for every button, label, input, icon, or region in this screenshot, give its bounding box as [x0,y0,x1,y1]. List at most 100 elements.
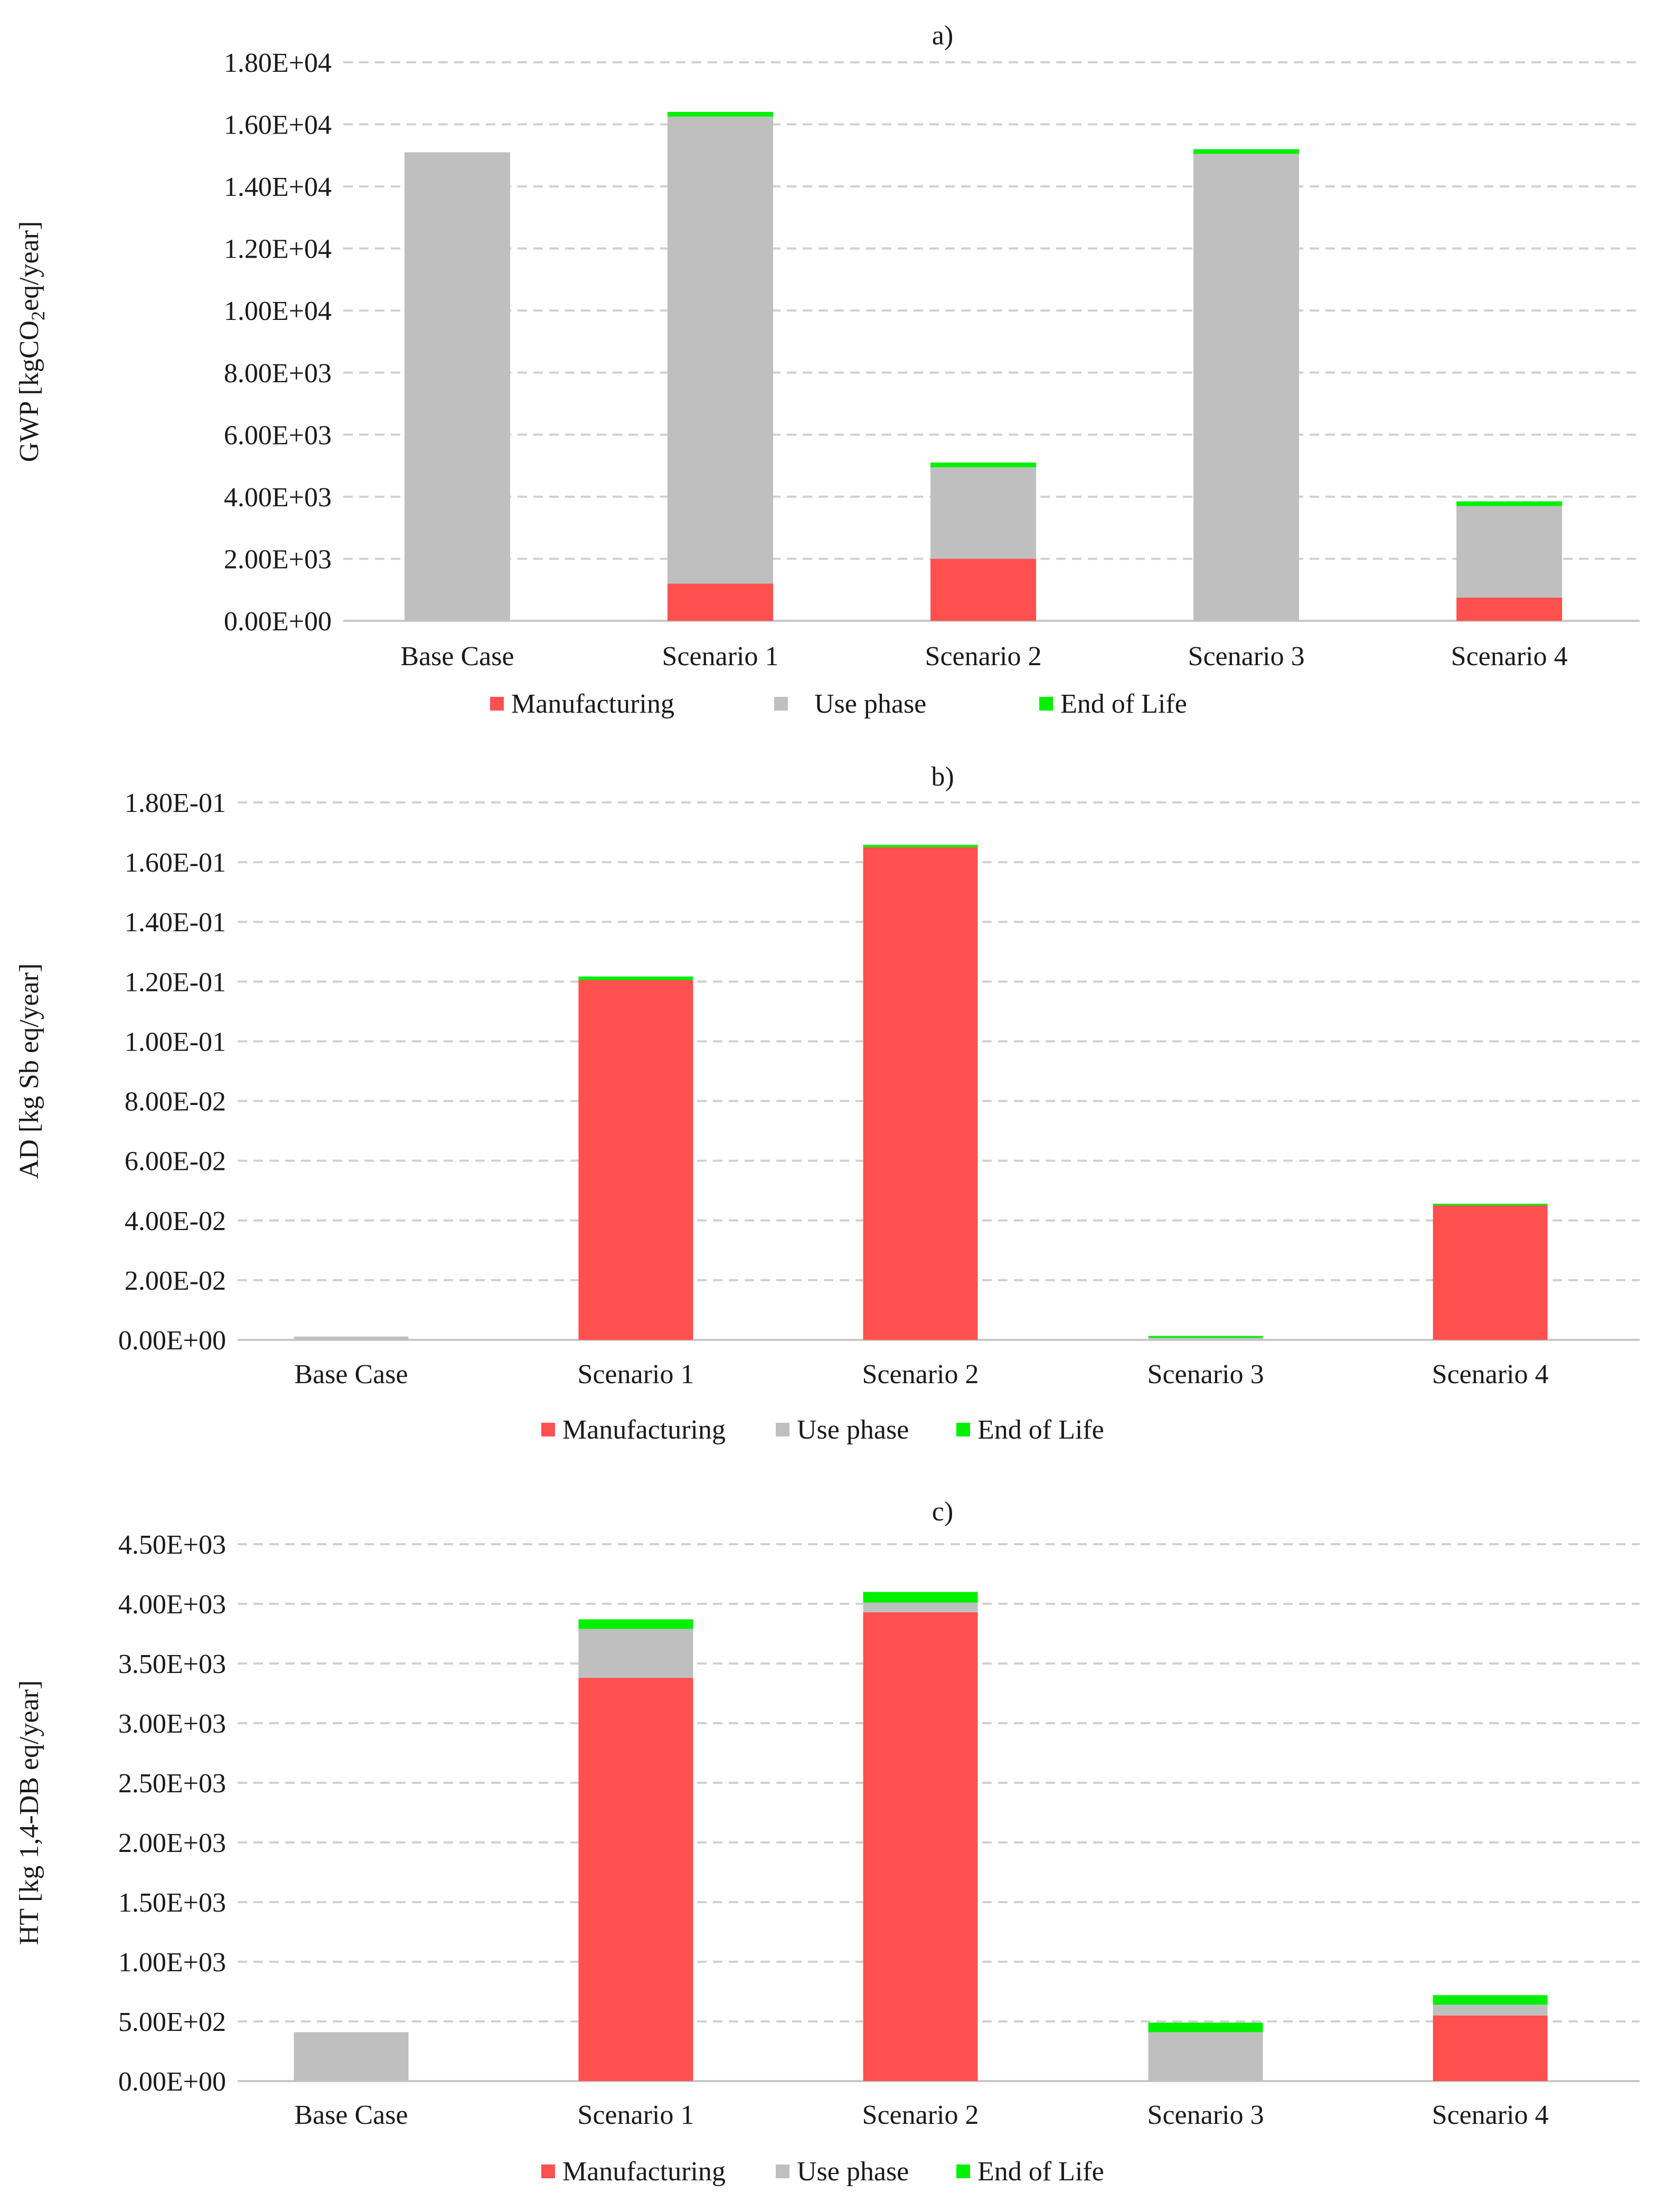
bar-manufacturing [578,1678,693,2081]
legend-label: Manufacturing [562,1415,726,1445]
y-tick-label: 1.20E+04 [224,234,332,264]
legend-swatch-end-of-life [956,2164,970,2178]
legend-label: Use phase [814,689,926,719]
chart-title: b) [931,762,954,792]
bar-manufacturing [667,583,773,621]
bar-end-of-life [863,845,978,847]
y-tick-label: 5.00E+02 [118,2007,226,2037]
x-tick-label: Scenario 4 [1432,2100,1549,2130]
y-tick-label: 0.00E+00 [118,1326,226,1356]
x-tick-label: Scenario 2 [862,1359,979,1389]
y-tick-label: 3.00E+03 [118,1709,226,1739]
bar-use-phase [667,116,773,584]
chart-panel-2: b) 0.00E+00 2.00E-02 4.00E-02 6.00E-02 8.00E-… [14,762,1640,1445]
y-tick-label: 8.00E-02 [125,1087,226,1117]
legend-swatch-end-of-life [956,1423,970,1436]
bar-use-phase [1148,1338,1263,1340]
legend-swatch-use-phase [776,1423,789,1436]
y-axis-label: GWP [kgCO2eq/year] [14,221,49,462]
bar-use-phase [578,1629,693,1678]
x-tick-label: Scenario 1 [578,1359,694,1389]
x-tick-label: Base Case [294,1359,408,1389]
bar-use-phase [294,2032,409,2081]
legend-label: Manufacturing [562,2157,726,2187]
legend-label: Manufacturing [511,689,674,719]
y-tick-label: 0.00E+00 [224,607,332,637]
y-tick-label: 0.00E+00 [118,2067,226,2097]
bar-end-of-life [667,112,773,117]
y-axis-label: AD [kg Sb eq/year] [14,963,44,1179]
legend-swatch-manufacturing [541,2164,555,2178]
bar-manufacturing [1456,597,1562,621]
x-tick-label: Scenario 4 [1451,641,1568,672]
x-tick-label: Scenario 4 [1432,1359,1549,1389]
y-tick-label: 1.40E-01 [125,908,226,938]
y-tick-label: 4.00E+03 [118,1590,226,1620]
x-tick-label: Scenario 1 [578,2100,694,2130]
y-tick-label: 4.50E+03 [118,1530,226,1560]
y-axis-label-part: eq/year] [14,221,44,311]
bar-end-of-life [1148,1336,1263,1338]
legend-label: Use phase [797,1415,909,1445]
y-tick-label: 2.00E-02 [125,1266,226,1296]
y-tick-label: 2.00E+03 [118,1828,226,1858]
y-tick-label: 1.40E+04 [224,172,332,202]
bar-use-phase [1456,506,1562,598]
x-tick-label: Scenario 2 [925,641,1042,672]
bar-use-phase [1148,2032,1263,2081]
bar-manufacturing [578,980,693,1340]
y-tick-label: 3.50E+03 [118,1649,226,1679]
bar-use-phase [294,1336,409,1340]
chart-title: c) [932,1497,953,1527]
legend-swatch-use-phase [776,2164,789,2178]
y-axis-label-part: GWP [kgCO [14,320,44,462]
chart-title: a) [932,21,953,51]
y-tick-label: 4.00E+03 [224,483,332,513]
y-tick-label: 2.50E+03 [118,1769,226,1799]
bar-use-phase [1433,2005,1548,2016]
x-tick-label: Base Case [294,2100,408,2130]
bar-end-of-life [863,1592,978,1603]
legend-swatch-manufacturing [490,697,504,711]
legend-swatch-manufacturing [541,1423,555,1436]
y-tick-label: 1.60E-01 [125,848,226,878]
y-tick-label: 1.00E+04 [224,296,332,326]
legend-swatch-use-phase [774,697,788,711]
bar-end-of-life [930,462,1036,468]
x-tick-label: Scenario 2 [862,2100,979,2130]
bar-end-of-life [578,1619,693,1629]
bar-end-of-life [1433,1204,1548,1206]
y-tick-label: 8.00E+03 [224,358,332,389]
bar-manufacturing [863,847,978,1340]
y-tick-label: 1.50E+03 [118,1888,226,1918]
bar-use-phase [1193,154,1299,621]
y-axis-label-part: HT [kg 1,4-DB eq/year] [14,1680,44,1945]
bar-manufacturing [930,559,1036,621]
x-tick-label: Scenario 3 [1148,2100,1264,2130]
y-tick-label: 1.00E+03 [118,1948,226,1978]
y-tick-label: 6.00E-02 [125,1147,226,1177]
x-tick-label: Scenario 1 [662,641,779,672]
y-tick-label: 1.00E-01 [125,1027,226,1057]
bar-end-of-life [1433,1995,1548,2005]
y-tick-label: 1.60E+04 [224,110,332,140]
y-tick-label: 1.80E-01 [125,788,226,818]
legend-label: End of Life [977,2157,1104,2187]
legend-label: End of Life [977,1415,1104,1445]
x-tick-label: Scenario 3 [1188,641,1305,672]
bar-manufacturing [1433,1205,1548,1340]
chart-panel-1: a) 0.00E+00 2.00E+03 4.00E+03 6.00E+03 8.00E+… [14,21,1640,719]
bar-manufacturing [1433,2015,1548,2081]
y-tick-label: 6.00E+03 [224,420,332,450]
y-axis-label-subscript: 2 [27,311,49,320]
bar-end-of-life [1193,149,1299,154]
y-axis-label: HT [kg 1,4-DB eq/year] [14,1680,44,1945]
x-tick-label: Base Case [400,641,514,672]
bar-end-of-life [578,976,693,980]
bar-end-of-life [1148,2022,1263,2033]
chart-panel-3: c) 0.00E+00 5.00E+02 1.00E+03 1.50E+03 2.00E+… [14,1497,1640,2187]
bar-use-phase [863,1602,978,1612]
bar-end-of-life [1456,501,1562,506]
y-tick-label: 1.80E+04 [224,48,332,78]
